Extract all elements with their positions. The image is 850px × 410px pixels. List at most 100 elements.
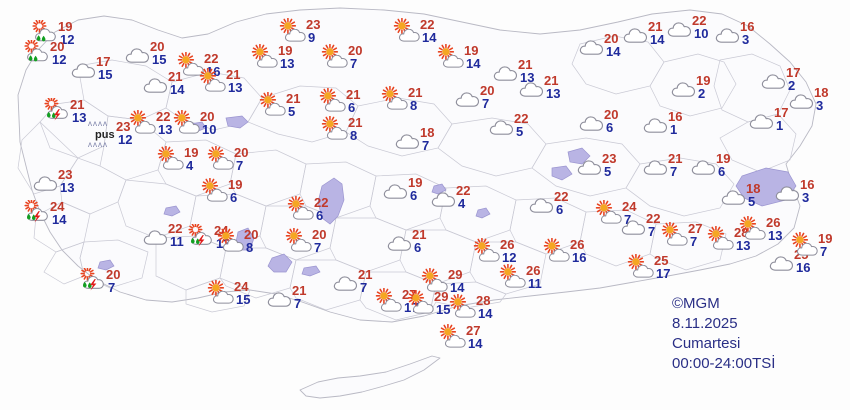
lake-tuz <box>317 177 345 225</box>
cloud-icon <box>579 116 604 131</box>
sun-behind-cloud-icon <box>791 232 818 256</box>
temp-max: 19 <box>58 19 73 34</box>
temp-max: 17 <box>774 105 789 120</box>
temp-max: 18 <box>420 125 435 140</box>
haze-marks-top: ʌʌʌʌ <box>88 119 108 128</box>
cloud-icon <box>749 114 774 129</box>
temp-min: 13 <box>546 86 561 101</box>
cloud-icon <box>643 160 668 175</box>
temp-min: 8 <box>350 128 358 143</box>
temp-min: 13 <box>60 180 75 195</box>
temp-min: 16 <box>796 260 811 275</box>
temp-max: 22 <box>514 111 529 126</box>
temp-max: 17 <box>96 54 111 69</box>
sun-behind-cloud-icon <box>279 18 306 42</box>
cloud-icon <box>125 48 150 63</box>
temp-max: 18 <box>814 85 829 100</box>
temp-max: 24 <box>50 199 65 214</box>
legend-date: 8.11.2025 <box>672 315 738 332</box>
temp-max: 16 <box>668 109 683 124</box>
temp-min: 8 <box>246 240 254 255</box>
temp-max: 21 <box>348 115 363 130</box>
temp-max: 22 <box>156 109 171 124</box>
temp-min: 12 <box>502 250 517 265</box>
temp-max: 22 <box>420 17 435 32</box>
temp-max: 21 <box>668 151 683 166</box>
sun-behind-cloud-icon <box>393 18 420 42</box>
temp-max: 20 <box>480 83 495 98</box>
temp-min: 10 <box>202 122 217 137</box>
cloud-icon <box>721 190 746 205</box>
temp-max: 16 <box>740 19 755 34</box>
temp-max: 26 <box>500 237 515 252</box>
temp-min: 13 <box>520 70 535 85</box>
temp-min: 6 <box>348 100 356 115</box>
temp-max: 27 <box>466 323 481 338</box>
temp-max: 25 <box>654 253 669 268</box>
temp-max: 19 <box>696 73 711 88</box>
sun-behind-cloud-icon <box>627 254 654 278</box>
cloud-icon <box>769 256 794 271</box>
sun-behind-cloud-icon <box>199 68 226 92</box>
temp-max: 23 <box>116 119 131 134</box>
temp-min: 3 <box>802 190 810 205</box>
temp-max: 22 <box>456 183 471 198</box>
cloud-icon <box>671 82 696 97</box>
temp-min: 7 <box>236 158 244 173</box>
temp-min: 3 <box>742 32 750 47</box>
temp-max: 20 <box>106 267 121 282</box>
temp-min: 13 <box>280 56 295 71</box>
cloud-icon <box>143 230 168 245</box>
temp-min: 14 <box>52 212 67 227</box>
temp-max: 23 <box>306 17 321 32</box>
sun-behind-cloud-icon <box>595 200 622 224</box>
sun-behind-cloud-icon <box>217 228 244 252</box>
temp-min: 1 <box>670 122 678 137</box>
thunderstorm-icon <box>44 98 68 121</box>
temp-min: 2 <box>698 86 706 101</box>
cloud-icon <box>519 82 544 97</box>
temp-max: 20 <box>150 39 165 54</box>
sun-behind-cloud-icon <box>285 228 312 252</box>
thunderstorm-icon <box>24 200 48 223</box>
sun-behind-cloud-icon <box>499 264 526 288</box>
thunderstorm-icon <box>188 224 212 247</box>
lake-iznik <box>225 115 249 129</box>
temp-max: 22 <box>168 221 183 236</box>
temp-max: 20 <box>312 227 327 242</box>
sun-behind-cloud-icon <box>129 110 156 134</box>
temp-max: 20 <box>200 109 215 124</box>
temp-max: 20 <box>348 43 363 58</box>
cloud-icon <box>455 92 480 107</box>
cloud-icon <box>489 120 514 135</box>
temp-min: 14 <box>478 306 493 321</box>
temp-min: 13 <box>736 238 751 253</box>
map-legend: ©MGM 8.11.2025 Cumartesi 00:00-24:00TSİ <box>672 294 775 374</box>
haze-marks-bottom: ʌʌʌʌ <box>88 140 108 149</box>
sun-behind-cloud-icon <box>251 44 278 68</box>
temp-min: 7 <box>294 296 302 311</box>
temp-min: 5 <box>604 164 612 179</box>
temp-max: 20 <box>234 145 249 160</box>
temp-min: 15 <box>436 302 451 317</box>
temp-max: 20 <box>604 31 619 46</box>
cloud-icon <box>775 186 800 201</box>
temp-max: 27 <box>688 221 703 236</box>
sun-behind-cloud-icon <box>207 146 234 170</box>
temp-min: 6 <box>414 240 422 255</box>
temp-max: 26 <box>570 237 585 252</box>
temp-max: 24 <box>622 199 637 214</box>
thunderstorm-icon <box>80 268 104 291</box>
temp-min: 3 <box>816 98 824 113</box>
temp-max: 24 <box>234 279 249 294</box>
cloud-icon <box>267 292 292 307</box>
cyprus-island <box>299 355 441 399</box>
temp-max: 26 <box>766 215 781 230</box>
cloud-icon <box>383 184 408 199</box>
temp-min: 15 <box>152 52 167 67</box>
temp-max: 22 <box>646 211 661 226</box>
cloud-icon <box>643 118 668 133</box>
temp-min: 15 <box>98 67 113 82</box>
sun-behind-cloud-icon <box>381 86 408 110</box>
